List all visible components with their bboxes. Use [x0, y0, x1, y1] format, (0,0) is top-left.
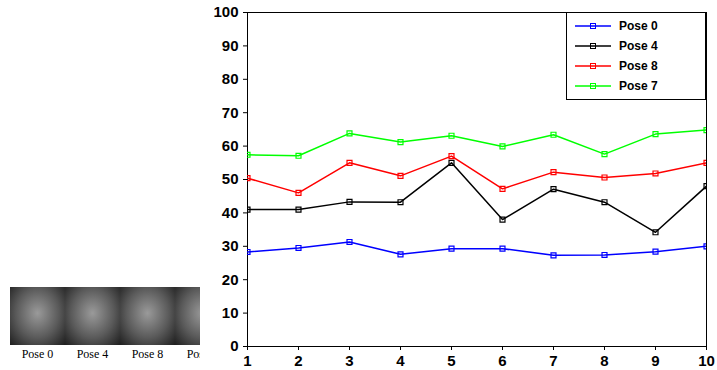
html-text:Pose 4: Pose 4	[76, 347, 109, 361]
svg-text:8: 8	[600, 352, 608, 369]
svg-text:90: 90	[222, 37, 239, 54]
svg-text:50: 50	[222, 170, 239, 187]
svg-text:80: 80	[222, 70, 239, 87]
html-text:Pose 8: Pose 8	[131, 347, 164, 361]
svg-text:20: 20	[222, 271, 239, 288]
svg-text:40: 40	[222, 204, 239, 221]
svg-text:30: 30	[222, 237, 239, 254]
html-text:Pose 4: Pose 4	[619, 39, 658, 53]
html-text:Pose 0: Pose 0	[21, 347, 54, 361]
svg-text:7: 7	[549, 352, 557, 369]
html-text:Pose 0: Pose 0	[619, 19, 658, 33]
svg-text:5: 5	[447, 352, 455, 369]
svg-text:1: 1	[243, 352, 251, 369]
svg-text:0: 0	[230, 337, 238, 354]
html-text:Pose 7: Pose 7	[619, 79, 658, 93]
svg-text:100: 100	[213, 3, 238, 20]
svg-text:3: 3	[345, 352, 353, 369]
html-text:Pose 7: Pose 7	[186, 347, 219, 361]
svg-text:70: 70	[222, 104, 239, 121]
svg-text:10: 10	[222, 304, 239, 321]
svg-text:2: 2	[294, 352, 302, 369]
html-text:Pose 8: Pose 8	[619, 59, 658, 73]
svg-text:6: 6	[498, 352, 506, 369]
svg-text:9: 9	[651, 352, 659, 369]
svg-text:60: 60	[222, 137, 239, 154]
svg-text:10: 10	[698, 352, 715, 369]
svg-text:4: 4	[396, 352, 405, 369]
